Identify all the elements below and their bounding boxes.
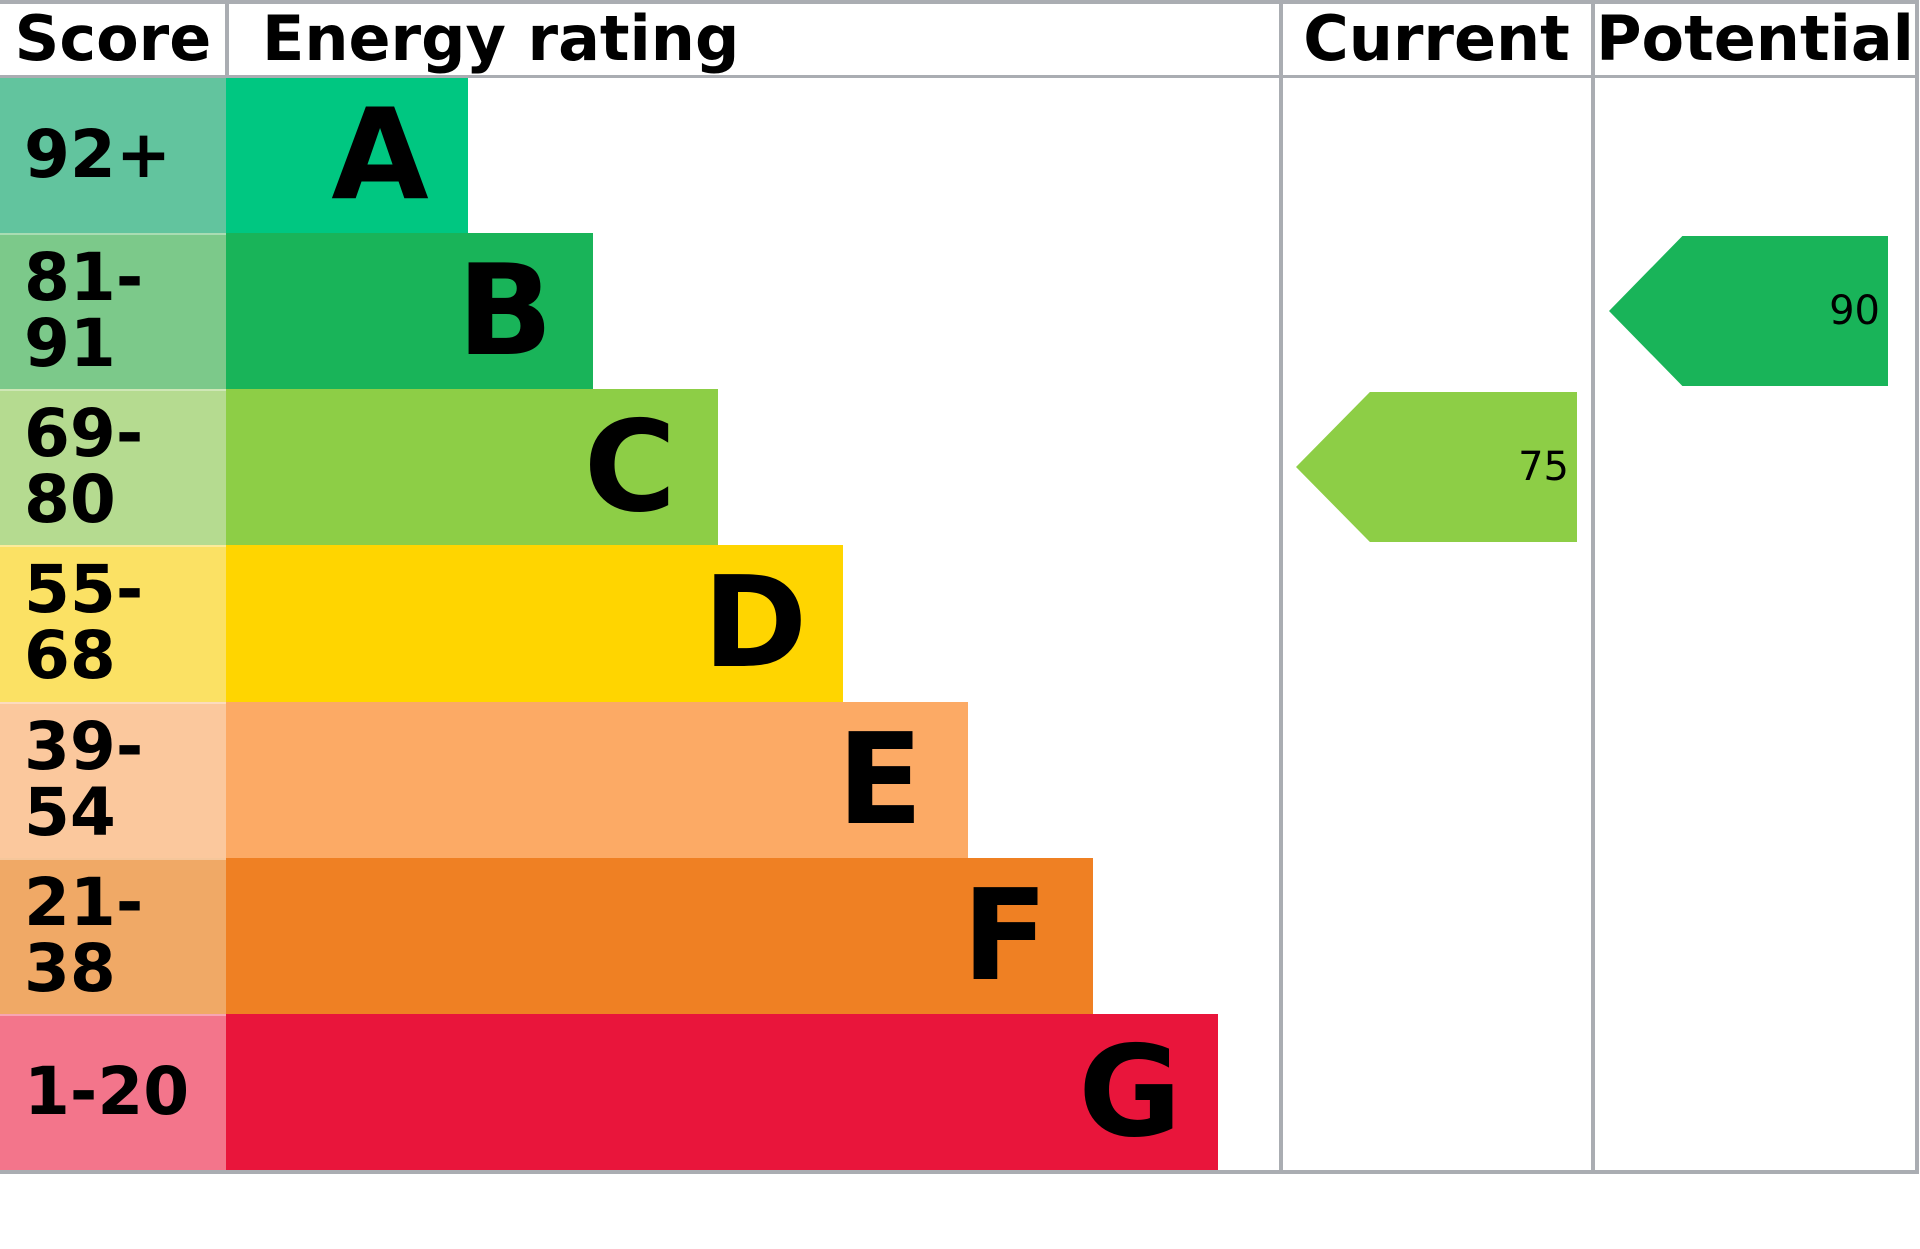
score-cell-a: 92+ (0, 77, 226, 234)
band-bar-b: B (226, 233, 593, 390)
band-row-f: 21-38 F (0, 857, 1918, 1014)
band-bar-c: C (226, 389, 718, 546)
band-letter-f: F (961, 861, 1049, 1009)
band-bar-d: D (226, 545, 843, 702)
current-rating-value: 75 (1518, 444, 1569, 490)
score-column-divider (225, 0, 229, 78)
band-row-d: 55-68 D (0, 545, 1918, 702)
score-cell-f: 21-38 (0, 857, 226, 1014)
current-column-divider (1279, 0, 1283, 1174)
score-cell-c: 69-80 (0, 389, 226, 546)
score-range-label: 55-68 (24, 551, 144, 695)
band-bar-f: F (226, 857, 1093, 1014)
score-cell-e: 39-54 (0, 701, 226, 858)
band-row-a: 92+ A (0, 77, 1918, 234)
band-letter-e: E (836, 705, 924, 853)
score-range-label: 39-54 (24, 707, 144, 851)
score-range-label: 21-38 (24, 863, 144, 1007)
score-range-label: 92+ (24, 116, 172, 194)
potential-rating-value: 90 (1829, 288, 1880, 334)
band-row-g: 1-20 G (0, 1013, 1918, 1170)
band-letter-d: D (702, 549, 808, 697)
chart-header-row: Score Energy rating Current Potential (0, 0, 1918, 77)
band-letter-c: C (583, 393, 677, 541)
score-range-label: 1-20 (24, 1052, 190, 1130)
bottom-border-line (0, 1170, 1918, 1174)
score-cell-d: 55-68 (0, 545, 226, 702)
score-range-label: 69-80 (24, 395, 144, 539)
header-bottom-line (0, 75, 1918, 78)
header-energy-rating: Energy rating (262, 1, 740, 75)
band-bar-e: E (226, 701, 968, 858)
score-cell-g: 1-20 (0, 1013, 226, 1170)
top-border-line (0, 0, 1918, 4)
header-current: Current (1303, 1, 1570, 75)
band-row-c: 69-80 C (0, 389, 1918, 546)
band-bar-a: A (226, 77, 468, 234)
header-potential: Potential (1596, 1, 1914, 75)
band-letter-g: G (1078, 1017, 1182, 1165)
band-bar-g: G (226, 1013, 1218, 1170)
band-rows: 92+ A 81-91 B 69-80 C 55-68 (0, 77, 1918, 1170)
right-border-line (1915, 0, 1919, 1174)
band-row-b: 81-91 B (0, 233, 1918, 390)
band-letter-a: A (331, 81, 429, 229)
band-row-e: 39-54 E (0, 701, 1918, 858)
header-score: Score (14, 1, 212, 75)
potential-column-divider (1591, 0, 1595, 1174)
score-range-label: 81-91 (24, 239, 144, 383)
band-letter-b: B (456, 237, 554, 385)
score-cell-b: 81-91 (0, 233, 226, 390)
